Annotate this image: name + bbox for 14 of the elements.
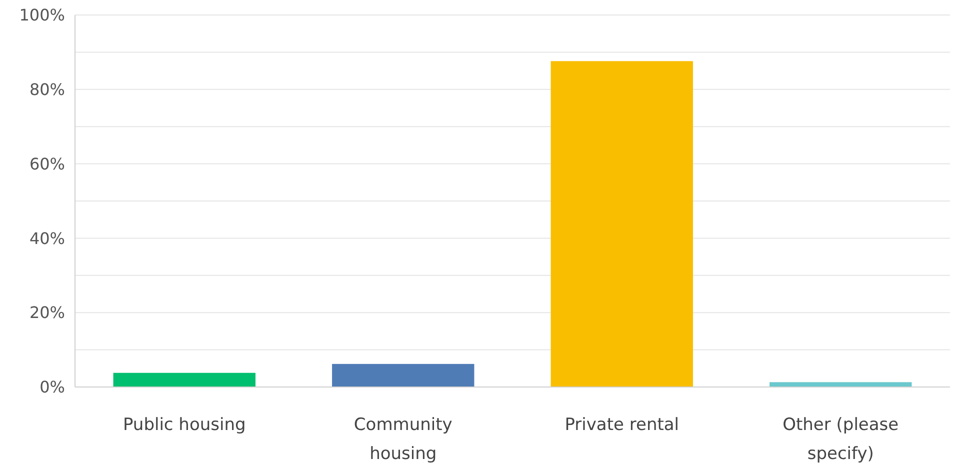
- y-tick-label: 80%: [29, 80, 65, 99]
- y-tick-label: 40%: [29, 228, 65, 248]
- x-tick-label: Other (please specify): [782, 415, 899, 463]
- x-tick-label: Private rental: [564, 415, 680, 435]
- bar: [113, 372, 256, 387]
- y-tick-label: 20%: [29, 303, 65, 322]
- y-tick-label: 0%: [40, 378, 65, 397]
- y-tick-label: 60%: [29, 154, 65, 174]
- y-tick-label: 100%: [19, 6, 65, 25]
- bar: [770, 382, 912, 387]
- bar: [332, 364, 474, 387]
- bar: [550, 61, 693, 387]
- x-tick-label: Public housing: [122, 415, 246, 435]
- x-tick-label: Community housing: [354, 415, 452, 463]
